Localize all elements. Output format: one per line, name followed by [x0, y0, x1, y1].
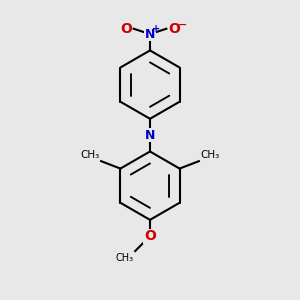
Text: O: O	[144, 229, 156, 243]
Text: N: N	[145, 129, 155, 142]
Text: +: +	[152, 24, 160, 34]
Text: N: N	[145, 129, 155, 142]
Text: −: −	[178, 20, 187, 30]
Text: CH₃: CH₃	[80, 150, 100, 160]
Text: CH₃: CH₃	[116, 253, 134, 262]
Text: CH₃: CH₃	[200, 150, 220, 160]
Text: O: O	[120, 22, 132, 36]
Text: N: N	[145, 28, 155, 40]
Text: O: O	[168, 22, 180, 36]
